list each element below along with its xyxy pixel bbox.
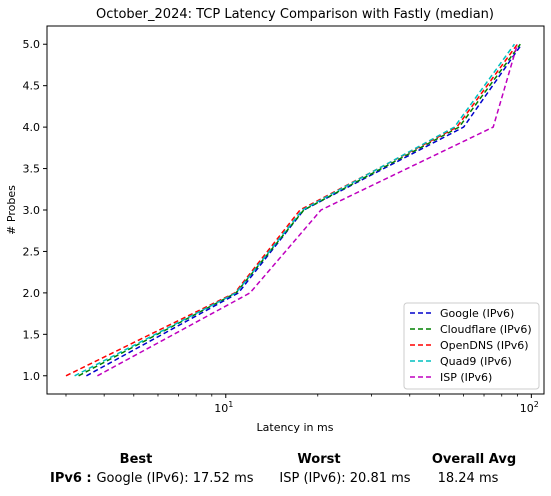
worst-header: Worst <box>297 452 341 467</box>
x-tick-label: 101 <box>214 400 233 415</box>
y-tick-label: 4.0 <box>23 121 41 134</box>
y-tick-label: 1.5 <box>23 328 41 341</box>
y-tick-label: 3.0 <box>23 204 41 217</box>
y-axis-label: # Probes <box>5 185 18 235</box>
legend-entry: Cloudflare (IPv6) <box>440 323 532 336</box>
x-axis-label: Latency in ms <box>257 421 334 434</box>
y-tick-label: 3.5 <box>23 163 41 176</box>
x-tick-label: 102 <box>520 400 539 415</box>
legend: Google (IPv6) Cloudflare (IPv6) OpenDNS (I… <box>403 302 540 390</box>
legend-entry: Quad9 (IPv6) <box>440 355 512 368</box>
worst-value: ISP (IPv6): 20.81 ms <box>279 471 411 486</box>
y-tick-label: 4.5 <box>23 80 41 93</box>
series-line-google-ipv6 <box>86 43 523 377</box>
axis-ticks: 1.0 1.5 2.0 2.5 3.0 3.5 4.0 4.5 5.0 101 102 <box>23 38 539 415</box>
legend-entry: Google (IPv6) <box>440 307 514 320</box>
best-header: Best <box>119 452 153 467</box>
overall-avg-header: Overall Avg <box>431 452 517 467</box>
legend-entry: OpenDNS (IPv6) <box>440 339 529 352</box>
series-line-isp-ipv6 <box>97 43 519 377</box>
y-tick-label: 2.5 <box>23 245 41 258</box>
series-lines <box>65 43 523 377</box>
ipv6-row-label: IPv6 : <box>50 471 92 486</box>
y-tick-label: 1.0 <box>23 370 41 383</box>
series-line-opendns-ipv6 <box>65 43 519 377</box>
summary-table: Best Worst Overall Avg IPv6 : Google (IP… <box>0 448 551 496</box>
best-value: Google (IPv6): 17.52 ms <box>96 471 254 486</box>
series-line-quad9-ipv6 <box>74 43 516 377</box>
y-tick-label: 2.0 <box>23 287 41 300</box>
legend-entry: ISP (IPv6) <box>440 371 492 384</box>
latency-chart: October_2024: TCP Latency Comparison wit… <box>5 7 545 434</box>
overall-avg-value: 18.24 ms <box>437 471 499 486</box>
legend-box <box>403 302 540 390</box>
y-tick-label: 5.0 <box>23 38 41 51</box>
chart-title: October_2024: TCP Latency Comparison wit… <box>96 7 494 22</box>
